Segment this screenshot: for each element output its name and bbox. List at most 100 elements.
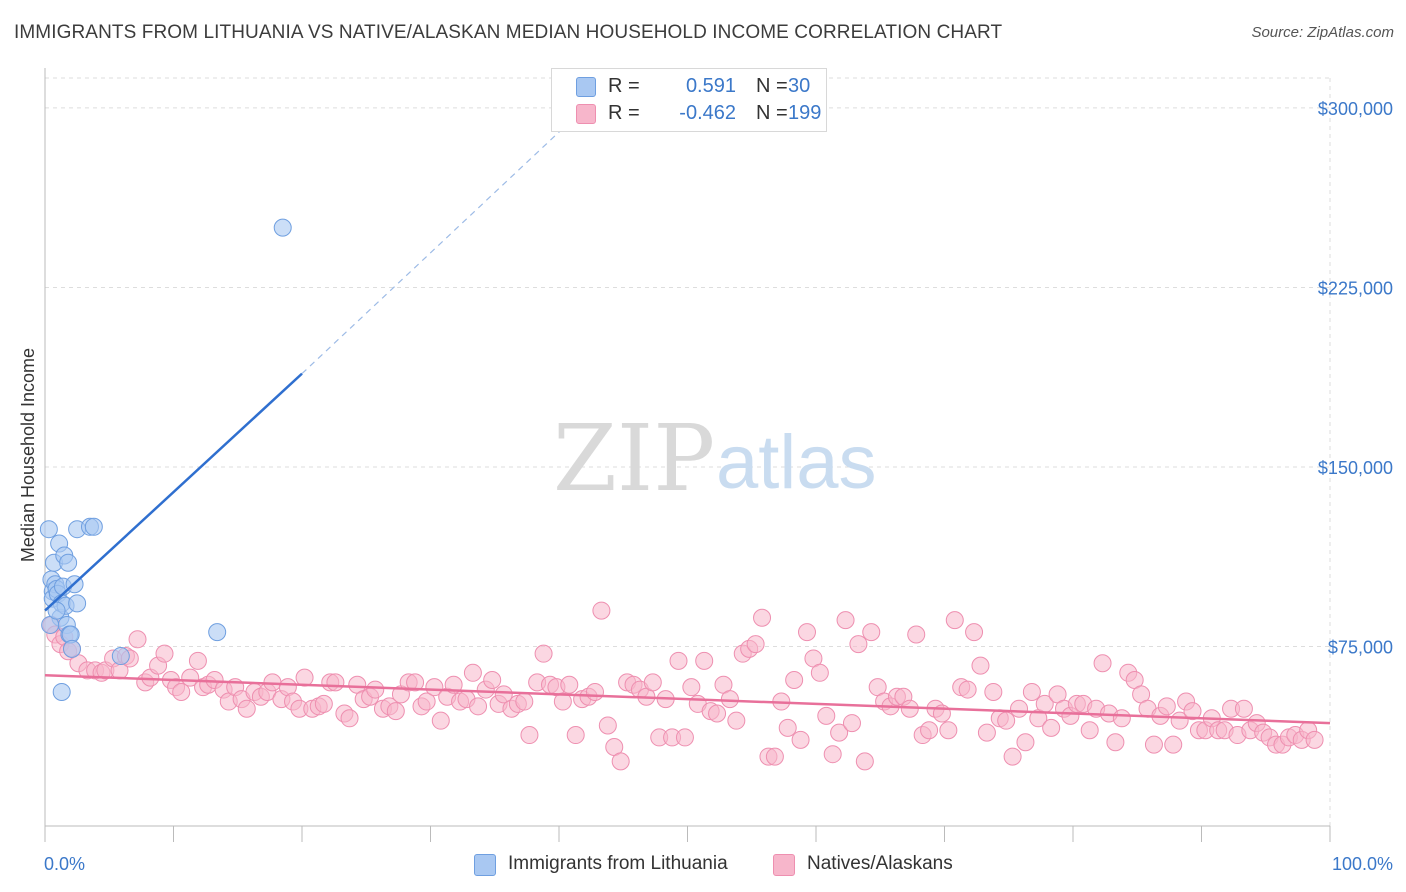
chart-title: IMMIGRANTS FROM LITHUANIA VS NATIVE/ALAS… bbox=[14, 22, 1003, 43]
watermark: ZIP atlas bbox=[553, 405, 877, 512]
legend-n-value: 199 bbox=[788, 102, 822, 124]
natives-point bbox=[469, 697, 488, 716]
natives-point bbox=[340, 709, 359, 728]
natives-point bbox=[1144, 735, 1163, 754]
lithuania-point bbox=[111, 647, 130, 666]
legend-swatch-natives bbox=[576, 104, 596, 124]
x-tick-label: 100.0% bbox=[1332, 854, 1393, 874]
lithuania-points bbox=[39, 218, 292, 701]
natives-alaskans-points bbox=[42, 601, 1324, 771]
natives-point bbox=[939, 721, 958, 740]
natives-point bbox=[534, 644, 553, 663]
natives-point bbox=[611, 752, 630, 771]
watermark-zip: ZIP bbox=[553, 405, 715, 512]
natives-point bbox=[920, 721, 939, 740]
lithuania-point bbox=[47, 601, 66, 620]
natives-point bbox=[520, 726, 539, 745]
natives-point bbox=[1016, 733, 1035, 752]
natives-point bbox=[1305, 730, 1324, 749]
natives-point bbox=[1234, 699, 1253, 718]
y-tick-label: $150,000 bbox=[1318, 458, 1393, 478]
natives-point bbox=[406, 673, 425, 692]
natives-point bbox=[695, 651, 714, 670]
correlation-legend: R = 0.591 N = 30 R = -0.462 N = 199 bbox=[551, 68, 827, 132]
source-label: Source: ZipAtlas.com bbox=[1251, 24, 1394, 41]
natives-point bbox=[592, 601, 611, 620]
natives-point bbox=[1010, 699, 1029, 718]
lithuania-point bbox=[62, 639, 81, 658]
natives-point bbox=[830, 723, 849, 742]
natives-point bbox=[1106, 733, 1125, 752]
y-tick-label: $300,000 bbox=[1318, 99, 1393, 119]
natives-point bbox=[977, 723, 996, 742]
natives-point bbox=[746, 635, 765, 654]
natives-point bbox=[128, 630, 147, 649]
y-tick-label: $225,000 bbox=[1318, 278, 1393, 298]
natives-trend-line bbox=[44, 673, 1331, 725]
natives-point bbox=[669, 651, 688, 670]
natives-point bbox=[791, 730, 810, 749]
natives-point bbox=[553, 692, 572, 711]
natives-point bbox=[823, 745, 842, 764]
natives-point bbox=[1157, 697, 1176, 716]
natives-point bbox=[958, 680, 977, 699]
legend-r-label: R = bbox=[608, 75, 640, 97]
legend-r-value: 0.591 bbox=[685, 75, 736, 97]
natives-point bbox=[984, 682, 1003, 701]
natives-point bbox=[682, 678, 701, 697]
natives-point bbox=[849, 635, 868, 654]
natives-point bbox=[386, 702, 405, 721]
natives-point bbox=[971, 656, 990, 675]
natives-point bbox=[1183, 702, 1202, 721]
y-tick-label: $75,000 bbox=[1328, 637, 1393, 657]
natives-point bbox=[855, 752, 874, 771]
lithuania-point bbox=[39, 520, 58, 539]
natives-point bbox=[1164, 735, 1183, 754]
natives-point bbox=[1042, 718, 1061, 737]
lithuania-point bbox=[59, 553, 78, 572]
y-axis-label: Median Household Income bbox=[18, 348, 38, 562]
lithuania-point bbox=[208, 623, 227, 642]
natives-point bbox=[515, 692, 534, 711]
natives-point bbox=[997, 711, 1016, 730]
natives-point bbox=[785, 670, 804, 689]
natives-point bbox=[237, 699, 256, 718]
lithuania-trend-extension bbox=[301, 107, 586, 375]
natives-point bbox=[494, 685, 513, 704]
legend-swatch-natives bbox=[773, 854, 795, 876]
natives-point bbox=[907, 625, 926, 644]
natives-point bbox=[417, 692, 436, 711]
x-tick-labels: 0.0% 100.0% bbox=[44, 854, 1393, 874]
watermark-atlas: atlas bbox=[716, 420, 877, 505]
natives-point bbox=[753, 608, 772, 627]
natives-point bbox=[798, 623, 817, 642]
natives-point bbox=[326, 673, 345, 692]
natives-point bbox=[778, 718, 797, 737]
legend-r-value: -0.462 bbox=[679, 102, 736, 124]
natives-point bbox=[1022, 682, 1041, 701]
natives-point bbox=[155, 644, 174, 663]
natives-point bbox=[862, 623, 881, 642]
x-tick-label: 0.0% bbox=[44, 854, 85, 874]
legend-r-label: R = bbox=[608, 102, 640, 124]
natives-point bbox=[188, 651, 207, 670]
natives-point bbox=[765, 747, 784, 766]
natives-point bbox=[1093, 654, 1112, 673]
lithuania-point bbox=[273, 218, 292, 237]
natives-point bbox=[1003, 747, 1022, 766]
natives-point bbox=[643, 673, 662, 692]
natives-point bbox=[366, 680, 385, 699]
legend-n-label: N = bbox=[756, 102, 788, 124]
legend-n-label: N = bbox=[756, 75, 788, 97]
natives-point bbox=[810, 663, 829, 682]
natives-point bbox=[965, 623, 984, 642]
natives-point bbox=[172, 682, 191, 701]
natives-point bbox=[598, 716, 617, 735]
natives-point bbox=[836, 611, 855, 630]
natives-point bbox=[842, 714, 861, 733]
natives-point bbox=[727, 711, 746, 730]
axes bbox=[44, 68, 1331, 842]
natives-point bbox=[675, 728, 694, 747]
legend-label-lithuania: Immigrants from Lithuania bbox=[508, 853, 728, 874]
